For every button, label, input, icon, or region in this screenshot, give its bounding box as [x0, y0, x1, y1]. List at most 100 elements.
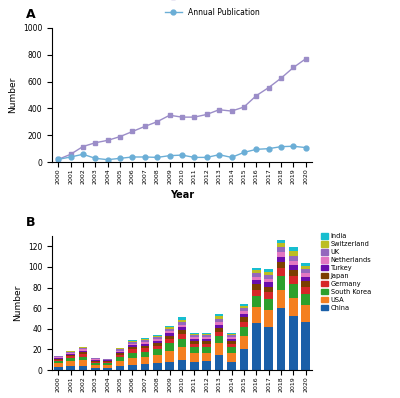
Bar [264, 282, 273, 287]
Bar [116, 351, 124, 353]
Bar [66, 358, 75, 361]
Bar [140, 364, 149, 370]
Bar [66, 361, 75, 366]
Bar [252, 273, 261, 277]
Bar [215, 325, 224, 328]
Bar [91, 358, 100, 359]
Bar [91, 360, 100, 361]
Bar [277, 240, 285, 243]
Annual Publication [93, 156, 98, 161]
Bar [202, 339, 211, 341]
Bar [178, 325, 186, 327]
Bar [79, 347, 87, 349]
Bar [153, 363, 162, 370]
Bar [277, 262, 285, 268]
Bar [128, 342, 137, 344]
Bar [79, 366, 87, 370]
Bar [215, 316, 224, 318]
Bar [153, 343, 162, 346]
Bar [252, 285, 261, 290]
Total Publication [291, 65, 296, 70]
Annual Publication [229, 155, 234, 160]
Bar [202, 333, 211, 334]
Total Publication [155, 119, 160, 124]
Bar [140, 349, 149, 351]
Bar [153, 341, 162, 343]
Bar [165, 331, 174, 333]
Bar [140, 342, 149, 344]
Bar [128, 340, 137, 341]
Total Publication [180, 115, 184, 119]
Bar [252, 280, 261, 285]
Bar [252, 290, 261, 296]
Bar [116, 357, 124, 361]
Bar [103, 361, 112, 362]
Bar [116, 355, 124, 357]
Bar [227, 334, 236, 335]
Bar [215, 343, 224, 355]
Bar [277, 252, 285, 257]
Bar [140, 351, 149, 357]
Bar [215, 328, 224, 332]
Total Publication [56, 157, 60, 162]
Bar [302, 287, 310, 294]
Bar [227, 347, 236, 353]
Total Publication [93, 140, 98, 145]
Total Publication [304, 57, 308, 61]
Bar [178, 347, 186, 360]
Bar [54, 363, 62, 367]
Bar [264, 310, 273, 327]
Bar [140, 340, 149, 342]
Bar [277, 257, 285, 262]
Bar [264, 275, 273, 279]
Bar [227, 339, 236, 341]
Bar [165, 362, 174, 370]
Total Publication [192, 115, 197, 119]
Annual Publication [279, 144, 284, 149]
Bar [153, 355, 162, 363]
Bar [277, 247, 285, 252]
Bar [252, 277, 261, 280]
Annual Publication [118, 156, 122, 161]
Bar [227, 337, 236, 339]
Bar [165, 333, 174, 336]
Bar [178, 322, 186, 325]
Bar [190, 334, 199, 335]
Bar [215, 314, 224, 316]
Bar [54, 367, 62, 370]
Total Publication [68, 152, 73, 157]
Bar [66, 355, 75, 356]
Bar [240, 306, 248, 308]
Bar [140, 339, 149, 340]
Bar [215, 355, 224, 370]
Legend: Total Publication, Annual Publication: Total Publication, Annual Publication [165, 0, 260, 18]
Bar [91, 368, 100, 370]
Bar [165, 343, 174, 351]
Bar [165, 327, 174, 329]
Total Publication [266, 85, 271, 90]
Annual Publication [155, 155, 160, 160]
Bar [264, 327, 273, 370]
Bar [54, 358, 62, 359]
Bar [54, 357, 62, 358]
Bar [264, 279, 273, 282]
Bar [289, 252, 298, 256]
Bar [178, 318, 186, 320]
Bar [128, 345, 137, 347]
Bar [66, 356, 75, 358]
Annual Publication [266, 146, 271, 151]
Bar [165, 326, 174, 327]
Bar [128, 344, 137, 345]
Bar [128, 349, 137, 353]
Bar [302, 263, 310, 266]
Bar [116, 361, 124, 366]
Bar [190, 347, 199, 353]
Bar [91, 361, 100, 362]
Bar [140, 344, 149, 346]
Bar [116, 353, 124, 355]
Bar [190, 353, 199, 362]
Annual Publication [217, 152, 222, 157]
Total Publication [105, 138, 110, 143]
Bar [289, 316, 298, 370]
Bar [165, 339, 174, 343]
